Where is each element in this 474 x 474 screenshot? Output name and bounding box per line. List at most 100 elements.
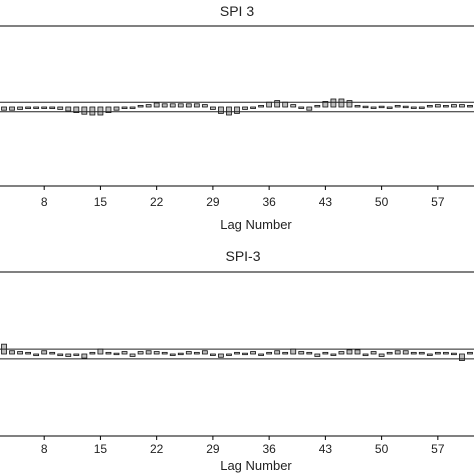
acf-bar-lag-61	[467, 105, 473, 108]
chart-title: SPI-3	[225, 248, 260, 264]
acf-bar-lag-30	[218, 353, 224, 358]
acf-bar-lag-56	[426, 353, 433, 356]
acf-bar-lag-19	[129, 353, 136, 357]
acf-bar-lag-7	[33, 106, 40, 109]
x-ticks: 8 15 22 29 36 43 50 57	[41, 436, 445, 456]
acf-bar-lag-17	[113, 352, 120, 356]
x-axis-label: Lag Number	[220, 217, 292, 232]
plot-frame	[0, 25, 474, 187]
acf-bar-lag-39	[290, 348, 297, 355]
acf-bar-lag-30	[218, 106, 224, 114]
acf-bar-lag-28	[201, 104, 208, 108]
acf-bar-lag-48	[362, 105, 369, 109]
acf-bar-lag-28	[201, 350, 208, 355]
x-tick-label: 50	[375, 195, 389, 209]
acf-bar-lag-27	[193, 103, 200, 108]
bar-group	[1, 98, 473, 116]
acf-bar-lag-13	[81, 353, 88, 359]
acf-bar-lag-60	[459, 353, 465, 361]
acf-bar-lag-48	[362, 353, 369, 357]
acf-bar-lag-44	[330, 353, 337, 356]
confidence-lines	[0, 101, 474, 113]
x-tick-label: 43	[319, 195, 333, 209]
acf-bar-lag-55	[418, 351, 425, 355]
acf-bar-lag-43	[322, 101, 329, 108]
acf-bar-lag-43	[322, 351, 329, 355]
acf-bar-lag-58	[442, 105, 449, 108]
acf-bar-lag-22	[153, 351, 160, 355]
acf-bar-lag-16	[105, 106, 112, 113]
x-tick-label: 43	[319, 442, 333, 456]
acf-chart-spi-3-top: SPI 3 8 15 22 29 36 43 50 57 Lag Number	[0, 3, 474, 232]
x-tick-label: 22	[150, 442, 164, 456]
acf-bar-lag-13	[81, 106, 88, 115]
acf-bar-lag-55	[418, 106, 425, 109]
acf-bar-lag-57	[434, 104, 441, 108]
bar-group	[1, 343, 473, 361]
acf-bar-lag-40	[298, 106, 305, 109]
acf-bar-lag-12	[73, 353, 80, 356]
acf-bar-lag-41	[306, 351, 313, 355]
acf-bar-lag-54	[410, 106, 417, 109]
acf-bar-lag-25	[177, 103, 184, 108]
acf-bar-lag-58	[442, 351, 449, 355]
acf-bar-lag-35	[258, 353, 264, 356]
acf-bar-lag-38	[282, 351, 289, 355]
acf-bar-lag-41	[306, 106, 313, 111]
plot-frame	[0, 271, 474, 437]
acf-bar-lag-9	[49, 106, 56, 110]
acf-chart-spi-3-bottom: SPI-3 8 15 22 29 36 43 50 57 Lag Number	[0, 237, 474, 474]
acf-bar-lag-57	[434, 351, 441, 355]
acf-bar-lag-47	[354, 349, 361, 355]
acf-bar-lag-10	[57, 353, 64, 357]
acf-bar-lag-38	[282, 101, 289, 108]
acf-bar-lag-36	[266, 351, 273, 355]
acf-bar-lag-51	[386, 351, 393, 355]
acf-bar-lag-3	[1, 106, 7, 111]
acf-bar-lag-5	[17, 351, 23, 355]
acf-bar-lag-23	[161, 103, 168, 108]
acf-bar-lag-42	[314, 105, 321, 108]
acf-bar-lag-52	[394, 350, 401, 355]
chart-title: SPI 3	[220, 3, 254, 19]
x-tick-label: 15	[94, 195, 108, 209]
acf-bar-lag-24	[169, 353, 176, 356]
x-tick-label: 57	[431, 195, 445, 209]
acf-bar-lag-18	[121, 106, 128, 110]
acf-bar-lag-12	[73, 106, 80, 113]
acf-bar-lag-59	[451, 104, 457, 108]
acf-bar-lag-11	[65, 353, 72, 357]
acf-bar-lag-27	[193, 351, 200, 355]
acf-bar-lag-56	[426, 105, 433, 108]
chart-svg: SPI 3 8 15 22 29 36 43 50 57 Lag Number	[0, 3, 474, 232]
acf-bar-lag-22	[153, 102, 160, 108]
acf-bar-lag-39	[290, 104, 297, 108]
x-ticks: 8 15 22 29 36 43 50 57	[41, 186, 445, 209]
acf-bar-lag-25	[177, 352, 184, 356]
acf-bar-lag-33	[242, 106, 248, 110]
acf-bar-lag-14	[89, 351, 96, 355]
acf-bar-lag-42	[314, 353, 321, 357]
acf-bar-lag-40	[298, 351, 305, 355]
acf-bar-lag-46	[346, 349, 353, 355]
acf-bar-lag-53	[402, 105, 409, 109]
acf-bar-lag-54	[410, 351, 417, 355]
x-tick-label: 8	[41, 195, 48, 209]
acf-bar-lag-49	[370, 351, 377, 355]
acf-bar-lag-15	[97, 348, 104, 355]
x-tick-label: 15	[94, 442, 108, 456]
acf-bar-lag-29	[210, 106, 216, 110]
acf-bar-lag-29	[210, 353, 216, 356]
acf-bar-lag-59	[451, 352, 457, 356]
acf-bar-lag-6	[25, 351, 32, 355]
acf-bar-lag-37	[274, 350, 281, 355]
acf-bar-lag-51	[386, 106, 393, 109]
acf-bar-lag-8	[41, 350, 48, 355]
acf-bar-lag-20	[137, 351, 144, 355]
acf-bar-lag-45	[338, 351, 345, 355]
acf-bar-lag-45	[338, 98, 345, 108]
acf-bar-lag-31	[226, 353, 232, 356]
x-tick-label: 57	[431, 442, 445, 456]
acf-bar-lag-20	[137, 105, 144, 108]
acf-bar-lag-31	[226, 106, 232, 116]
